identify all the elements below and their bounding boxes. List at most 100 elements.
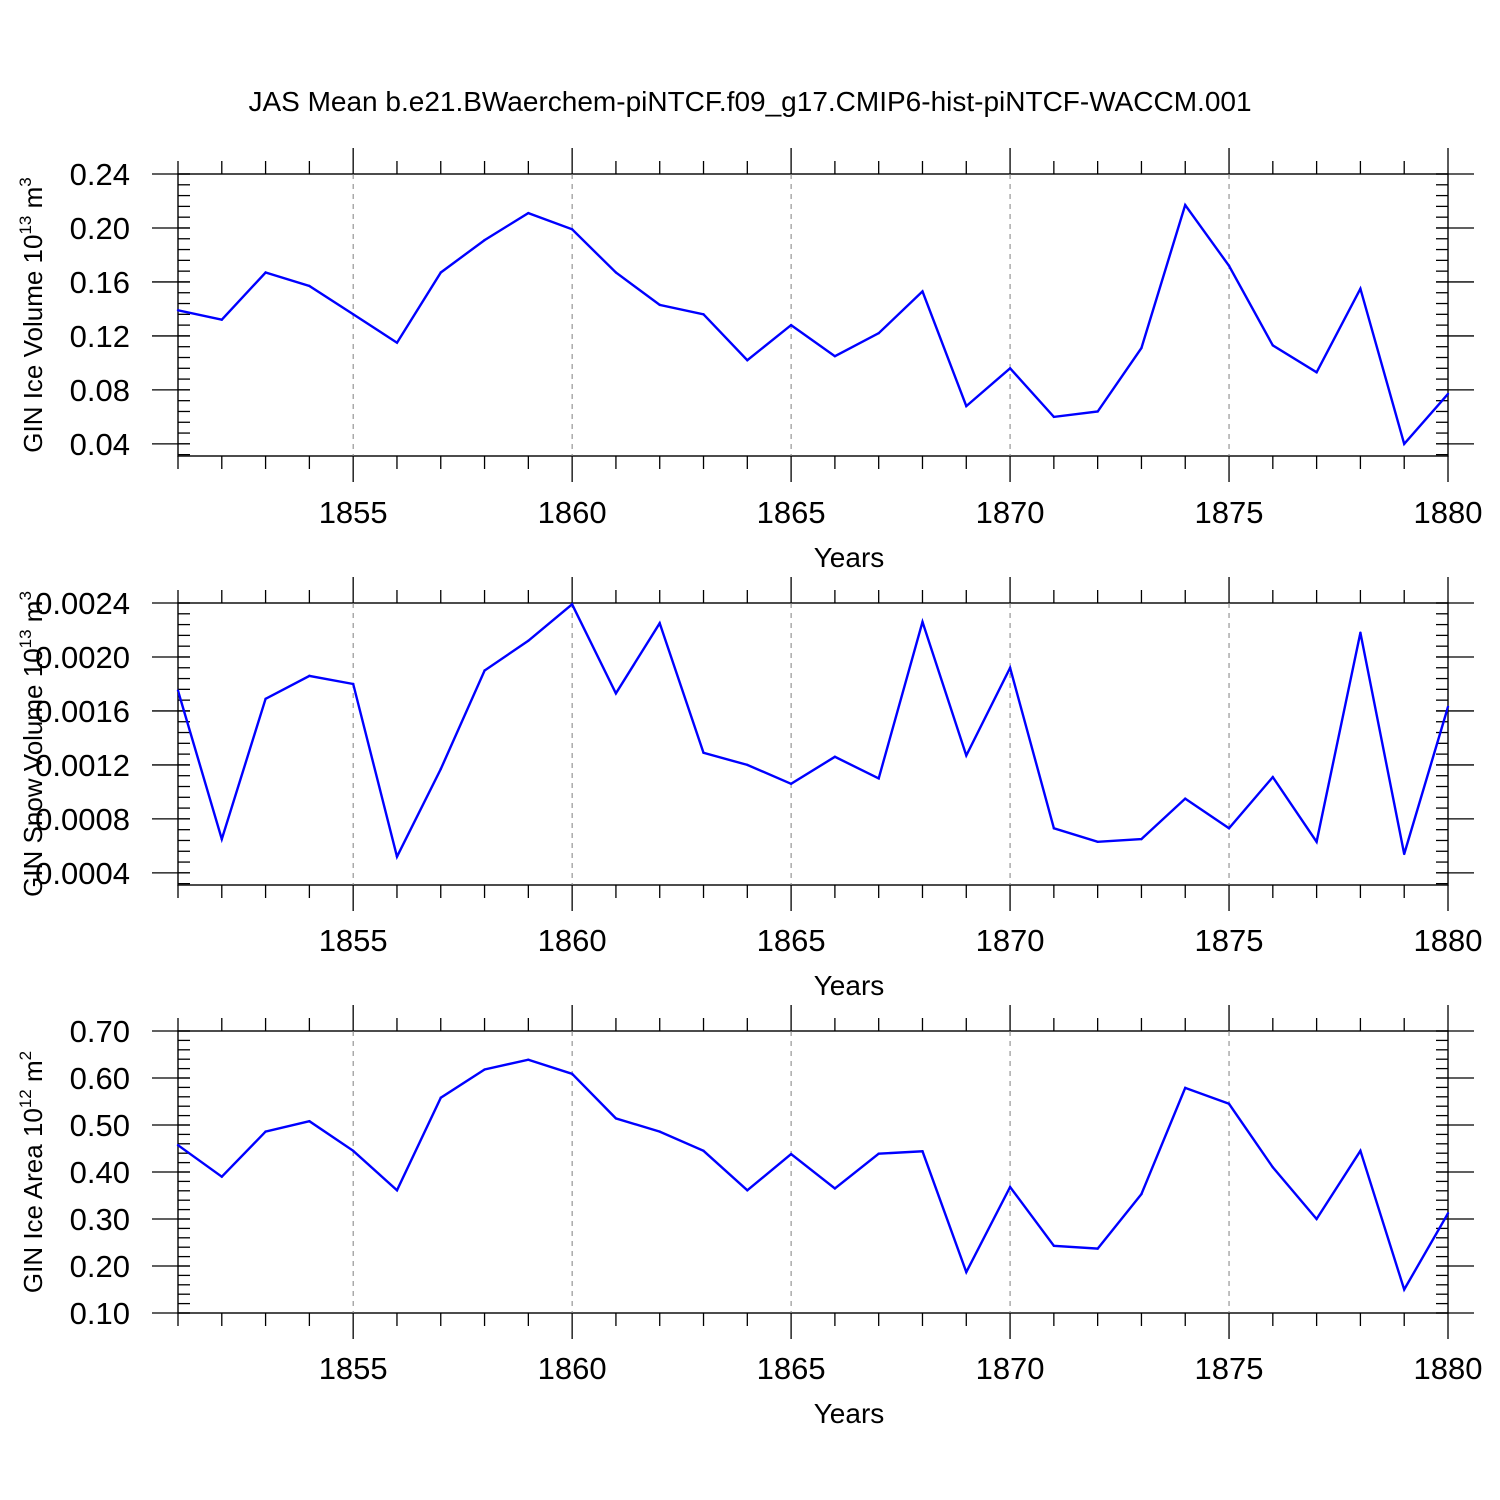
- y-tick-label: 0.0016: [35, 694, 130, 729]
- data-point: [1315, 1217, 1318, 1221]
- data-point: [1184, 797, 1187, 800]
- y-tick-label: 0.70: [70, 1014, 130, 1049]
- data-point: [1096, 840, 1099, 844]
- data-point: [1140, 837, 1143, 841]
- y-axis-label-unit-exponent: 3: [16, 177, 35, 186]
- y-axis-label-unit: m: [18, 1060, 48, 1089]
- data-point: [527, 211, 530, 215]
- y-tick-label: 0.12: [70, 319, 130, 354]
- data-point: [1315, 371, 1318, 374]
- data-point: [176, 689, 180, 692]
- data-point: [658, 1130, 661, 1133]
- data-point: [570, 228, 574, 231]
- data-point: [1096, 410, 1099, 413]
- data-point: [1403, 442, 1406, 446]
- y-tick-label: 0.30: [70, 1202, 130, 1237]
- data-point: [1008, 367, 1012, 370]
- data-point: [439, 1096, 442, 1099]
- y-tick-label: 0.24: [70, 157, 130, 192]
- x-tick-label: 1880: [1414, 923, 1483, 958]
- y-tick-label: 0.0008: [35, 802, 130, 837]
- data-point: [527, 1058, 530, 1061]
- y-axis-label-main: GIN Snow Volume 10: [18, 648, 48, 897]
- data-point: [395, 855, 399, 858]
- x-tick-label: 1865: [757, 923, 826, 958]
- y-tick-label: 0.20: [70, 211, 130, 246]
- data-point: [1446, 1212, 1450, 1215]
- data-point: [658, 622, 661, 625]
- x-tick-label: 1875: [1195, 923, 1264, 958]
- y-tick-label: 0.40: [70, 1155, 130, 1190]
- data-point: [483, 238, 486, 242]
- data-point: [351, 313, 355, 316]
- data-point: [395, 341, 399, 344]
- data-point: [877, 332, 880, 335]
- y-axis-label-exponent: 12: [16, 1089, 35, 1108]
- x-tick-label: 1870: [976, 923, 1045, 958]
- x-tick-label: 1880: [1414, 495, 1483, 530]
- data-point: [614, 692, 618, 695]
- y-tick-label: 0.08: [70, 373, 130, 408]
- y-tick-label: 0.0004: [35, 856, 130, 891]
- data-point: [1052, 415, 1056, 419]
- x-tick-label: 1860: [538, 1351, 607, 1386]
- data-point: [1315, 840, 1318, 844]
- y-axis-label: GIN Ice Area 1012 m2: [16, 1051, 48, 1293]
- x-axis-label: Years: [814, 542, 885, 573]
- data-point: [264, 697, 267, 700]
- y-axis-label-main: GIN Ice Area 10: [18, 1108, 48, 1293]
- y-tick-label: 0.20: [70, 1249, 130, 1284]
- data-point: [1008, 1185, 1012, 1189]
- data-point: [921, 1150, 924, 1153]
- data-point: [1271, 775, 1275, 779]
- data-point: [965, 754, 968, 757]
- data-point: [570, 603, 574, 606]
- x-tick-label: 1855: [319, 1351, 388, 1386]
- data-point: [1446, 392, 1450, 396]
- x-tick-label: 1875: [1195, 495, 1264, 530]
- panel-1: 1855 1860 1865 1870 1875 1880 Years 0.04 0.08 0.1…: [16, 148, 1482, 573]
- x-tick-label: 1865: [757, 495, 826, 530]
- data-point: [308, 674, 311, 678]
- data-point: [1359, 1149, 1362, 1153]
- series-line: [178, 602, 1448, 861]
- data-point: [483, 1068, 486, 1071]
- data-point: [220, 1175, 223, 1178]
- y-tick-label: 0.0012: [35, 748, 130, 783]
- y-tick-label: 0.16: [70, 265, 130, 300]
- data-point: [1227, 827, 1231, 830]
- y-axis-label-main: GIN Ice Volume 10: [18, 235, 48, 453]
- panel-3: 1855 1860 1865 1870 1875 1880 Years 0.10 0.20 0.3…: [16, 1005, 1482, 1429]
- y-tick-label: 0.60: [70, 1061, 130, 1096]
- y-axis-label-unit-exponent: 3: [16, 591, 35, 600]
- data-point: [570, 1072, 574, 1075]
- y-axis-label-exponent: 13: [16, 216, 35, 235]
- data-point: [220, 318, 223, 321]
- data-point: [1403, 852, 1406, 856]
- data-point: [702, 313, 705, 316]
- data-point: [1140, 1192, 1143, 1196]
- x-tick-label: 1870: [976, 495, 1045, 530]
- y-axis-label-unit: m: [18, 187, 48, 216]
- data-point: [483, 669, 486, 672]
- data-point: [789, 782, 793, 786]
- x-axis-label: Years: [814, 970, 885, 1001]
- data-point: [1008, 666, 1012, 669]
- data-point: [833, 1187, 837, 1190]
- x-tick-label: 1880: [1414, 1351, 1483, 1386]
- data-point: [833, 755, 837, 759]
- data-point: [1140, 346, 1143, 350]
- data-point: [614, 271, 618, 274]
- data-point: [1052, 827, 1056, 830]
- series-line: [178, 1058, 1448, 1293]
- x-tick-label: 1860: [538, 923, 607, 958]
- data-point: [614, 1117, 618, 1120]
- plot-frame: [177, 173, 1449, 457]
- data-point: [1271, 344, 1275, 347]
- data-point: [746, 1189, 749, 1192]
- y-tick-label: 0.0024: [35, 586, 130, 621]
- data-point: [746, 763, 749, 767]
- data-point: [965, 404, 968, 408]
- data-point: [176, 309, 180, 312]
